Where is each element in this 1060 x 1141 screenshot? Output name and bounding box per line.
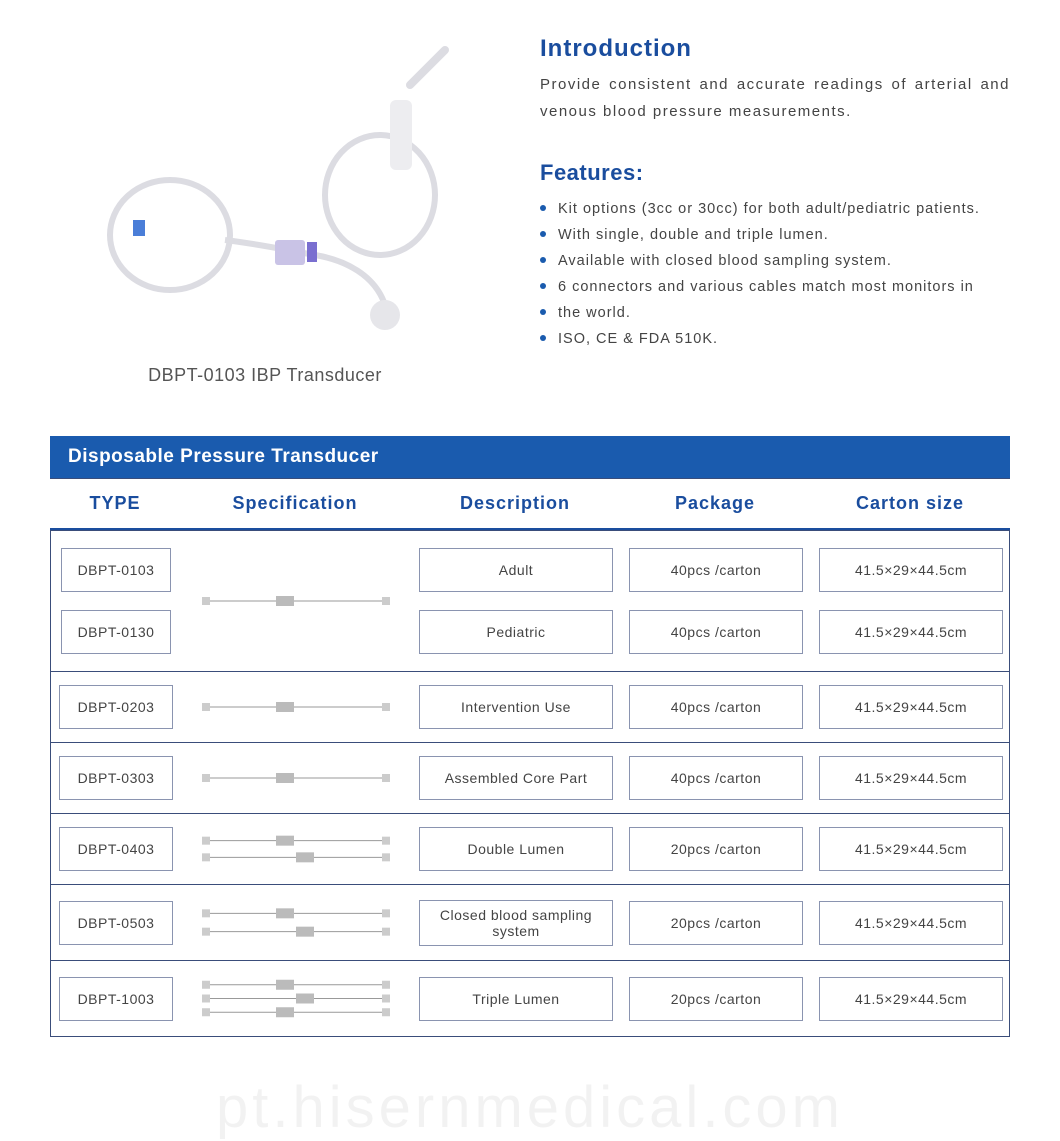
spec-sketch [196,824,396,874]
feature-item: 6 connectors and various cables match mo… [540,274,1010,300]
column-header: Specification [180,479,410,530]
spec-sketch [196,541,396,661]
cell-box: DBPT-1003 [59,977,173,1021]
package-cell: 20pcs /carton [621,814,811,884]
cell-box: 41.5×29×44.5cm [819,977,1003,1021]
cell-box: 41.5×29×44.5cm [819,548,1003,592]
description-cell: Intervention Use [411,672,621,742]
carton-cell: 41.5×29×44.5cm 41.5×29×44.5cm [811,531,1011,671]
package-cell: 40pcs /carton [621,743,811,813]
spec-cell [181,531,411,671]
cell-box: 40pcs /carton [629,610,803,654]
table-body: DBPT-0103DBPT-0130AdultPediatric40pcs /c… [50,531,1010,1037]
watermark: pt.hisernmedical.com [216,1074,844,1141]
features-list: Kit options (3cc or 30cc) for both adult… [540,196,1010,353]
description-cell: Double Lumen [411,814,621,884]
cell-box: 20pcs /carton [629,901,803,945]
cell-box: 41.5×29×44.5cm [819,901,1003,945]
cell-box: 40pcs /carton [629,548,803,592]
intro-text: Provide consistent and accurate readings… [540,71,1010,125]
spec-sketch [196,682,396,732]
cell-box: 41.5×29×44.5cm [819,756,1003,800]
cell-box: 20pcs /carton [629,977,803,1021]
cell-box: 40pcs /carton [629,685,803,729]
feature-item: Available with closed blood sampling sys… [540,248,1010,274]
carton-cell: 41.5×29×44.5cm [811,814,1011,884]
package-cell: 20pcs /carton [621,961,811,1036]
intro-title: Introduction [540,35,1010,63]
cell-box: 41.5×29×44.5cm [819,610,1003,654]
column-header: Carton size [810,479,1010,530]
info-column: Introduction Provide consistent and accu… [540,35,1010,386]
cell-box: DBPT-0130 [61,610,171,654]
cell-box: DBPT-0403 [59,827,173,871]
cell-box: DBPT-0303 [59,756,173,800]
spec-sketch [196,753,396,803]
top-section: DBPT-0103 IBP Transducer Introduction Pr… [50,35,1010,386]
feature-item: the world. [540,300,1010,326]
type-cell: DBPT-0203 [51,672,181,742]
type-cell: DBPT-0103 DBPT-0130 [51,531,181,671]
table-row-group: DBPT-0103DBPT-0130AdultPediatric40pcs /c… [51,531,1009,671]
table-header-row: TYPESpecificationDescriptionPackageCarto… [50,478,1010,531]
spec-cell [181,814,411,884]
table-row-group: DBPT-0303 Assembled Core Part 40pcs /carto… [51,742,1009,813]
cell-box: 40pcs /carton [629,756,803,800]
table-row-group: DBPT-0203 Intervention Use 40pcs /carton 41… [51,671,1009,742]
product-image [75,45,455,355]
cell-box: Assembled Core Part [419,756,613,800]
cell-box: 41.5×29×44.5cm [819,685,1003,729]
package-cell: 40pcs /carton 40pcs /carton [621,531,811,671]
description-cell: Triple Lumen [411,961,621,1036]
description-cell: Closed blood sampling system [411,885,621,960]
cell-box: 41.5×29×44.5cm [819,827,1003,871]
product-illustration [75,45,455,355]
spec-sketch [196,971,396,1026]
type-cell: DBPT-0303 [51,743,181,813]
features-title: Features: [540,160,1010,186]
column-header: Description [410,479,620,530]
cell-box: Pediatric [419,610,613,654]
description-cell: Assembled Core Part [411,743,621,813]
carton-cell: 41.5×29×44.5cm [811,885,1011,960]
description-cell: Adult Pediatric [411,531,621,671]
section-header: Disposable Pressure Transducer [50,436,1010,478]
cell-box: Adult [419,548,613,592]
product-caption: DBPT-0103 IBP Transducer [148,365,382,386]
product-column: DBPT-0103 IBP Transducer [50,35,480,386]
feature-item: With single, double and triple lumen. [540,222,1010,248]
cell-box: 20pcs /carton [629,827,803,871]
feature-item: ISO, CE & FDA 510K. [540,326,1010,352]
column-header: Package [620,479,810,530]
package-cell: 20pcs /carton [621,885,811,960]
carton-cell: 41.5×29×44.5cm [811,743,1011,813]
column-header: TYPE [50,479,180,530]
cell-box: Intervention Use [419,685,613,729]
carton-cell: 41.5×29×44.5cm [811,961,1011,1036]
cell-box: Double Lumen [419,827,613,871]
cell-box: Closed blood sampling system [419,900,613,946]
cell-box: DBPT-0103 [61,548,171,592]
spec-cell [181,961,411,1036]
table-row-group: DBPT-0403 Double Lumen 20pcs /carton 41.5×2… [51,813,1009,884]
page-root: DBPT-0103 IBP Transducer Introduction Pr… [0,0,1060,1077]
type-cell: DBPT-0503 [51,885,181,960]
spec-sketch [196,895,396,950]
feature-item: Kit options (3cc or 30cc) for both adult… [540,196,1010,222]
carton-cell: 41.5×29×44.5cm [811,672,1011,742]
spec-cell [181,743,411,813]
cell-box: DBPT-0203 [59,685,173,729]
table-row-group: DBPT-1003 Triple Lumen 20pcs /carton 41.5×2… [51,960,1009,1036]
cell-box: DBPT-0503 [59,901,173,945]
type-cell: DBPT-0403 [51,814,181,884]
type-cell: DBPT-1003 [51,961,181,1036]
cell-box: Triple Lumen [419,977,613,1021]
table-row-group: DBPT-0503 Closed blood sampling system 20p… [51,884,1009,960]
spec-cell [181,672,411,742]
spec-cell [181,885,411,960]
table-section: Disposable Pressure Transducer TYPESpeci… [50,436,1010,1037]
package-cell: 40pcs /carton [621,672,811,742]
